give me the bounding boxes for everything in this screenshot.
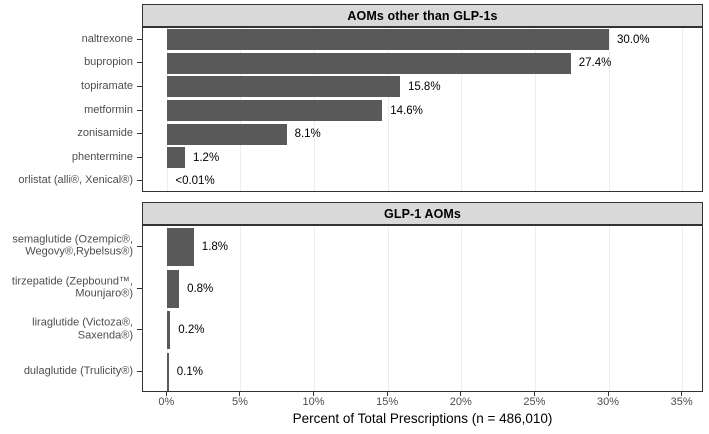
x-tick-mark (239, 392, 241, 396)
x-tick-label: 35% (670, 396, 693, 408)
y-tick-label: phentermine (71, 150, 133, 163)
facet-title-other-aoms: AOMs other than GLP-1s (347, 8, 498, 23)
x-tick-label: 20% (449, 396, 472, 408)
bar (167, 311, 171, 350)
y-tick-mark (137, 133, 142, 135)
y-tick-label: naltrexone (81, 32, 133, 45)
y-tick-label: zonisamide (77, 126, 133, 139)
y-tick-label: tirzepatide (Zepbound™, Mounjaro®) (11, 275, 133, 300)
y-tick-mark (137, 329, 142, 331)
bar (167, 353, 169, 391)
gridline (534, 226, 536, 391)
value-label: 8.1% (294, 128, 321, 141)
gridline (461, 28, 463, 191)
gridline (387, 28, 389, 191)
gridline (240, 226, 242, 391)
y-tick-mark (137, 109, 142, 111)
bar (167, 52, 571, 74)
y-tick-label: liraglutide (Victoza®, Saxenda®) (32, 316, 133, 342)
gridline (387, 226, 389, 391)
value-label: 15.8% (407, 80, 441, 93)
bar (167, 29, 609, 51)
gridline (534, 28, 536, 191)
y-tick-label: bupropion (84, 56, 133, 69)
y-tick-label: semaglutide (Ozempic®, Wegovy®,Rybelsus®) (12, 233, 133, 258)
y-tick-mark (137, 287, 142, 289)
gridline (608, 28, 610, 191)
value-label: 27.4% (578, 57, 612, 70)
value-label: 30.0% (617, 33, 650, 46)
gridline (608, 226, 610, 391)
value-label: 0.2% (178, 324, 205, 337)
y-tick-label: metformin (84, 103, 133, 116)
bar (167, 227, 194, 266)
x-tick-label: 15% (376, 396, 399, 408)
bar (167, 269, 180, 308)
gridline (682, 28, 684, 191)
value-label: 1.2% (192, 151, 220, 164)
y-tick-label: orlistat (alli®, Xenical®) (18, 173, 133, 186)
y-tick-mark (137, 62, 142, 64)
y-tick-label: topiramate (81, 79, 133, 92)
x-tick-label: 0% (158, 396, 175, 408)
y-tick-mark (137, 371, 142, 373)
x-tick-label: 25% (523, 396, 546, 408)
y-tick-mark (137, 38, 142, 40)
gridline (682, 226, 684, 391)
x-tick-mark (165, 392, 167, 396)
facet-strip-glp1: GLP-1 AOMs (142, 202, 703, 225)
bar (167, 147, 185, 169)
facet-strip-other-aoms: AOMs other than GLP-1s (142, 4, 703, 27)
x-tick-mark (386, 392, 388, 396)
value-label: <0.01% (175, 175, 215, 188)
y-tick-mark (137, 156, 142, 158)
value-label: 14.6% (390, 104, 423, 117)
y-tick-mark (137, 180, 142, 182)
facet-title-glp1: GLP-1 AOMs (384, 206, 461, 221)
bar (167, 123, 287, 145)
x-tick-mark (533, 392, 535, 396)
x-tick-label: 10% (302, 396, 325, 408)
y-tick-mark (137, 85, 142, 87)
gridline (461, 226, 463, 391)
x-tick-mark (607, 392, 609, 396)
gridline (166, 226, 168, 391)
value-label: 0.1% (176, 366, 203, 379)
bar (167, 100, 383, 121)
x-tick-mark (460, 392, 462, 396)
value-label: 1.8% (201, 240, 229, 253)
bar (167, 76, 400, 98)
x-tick-label: 5% (231, 396, 248, 408)
x-tick-mark (681, 392, 683, 396)
x-tick-label: 30% (597, 396, 620, 408)
x-axis-title: Percent of Total Prescriptions (n = 486,… (292, 411, 553, 426)
gridline (314, 226, 316, 391)
value-label: 0.8% (187, 282, 214, 295)
y-tick-mark (137, 245, 142, 247)
x-tick-mark (313, 392, 315, 396)
panel-plot-glp1: 1.8% 0.8% 0.2% 0.1% (142, 225, 703, 392)
y-tick-label: dulaglutide (Trulicity®) (23, 364, 133, 377)
panel-plot-other-aoms: 30.0% 27.4% 15.8% 14.6% 8.1% 1.2% <0.01% (142, 27, 703, 192)
